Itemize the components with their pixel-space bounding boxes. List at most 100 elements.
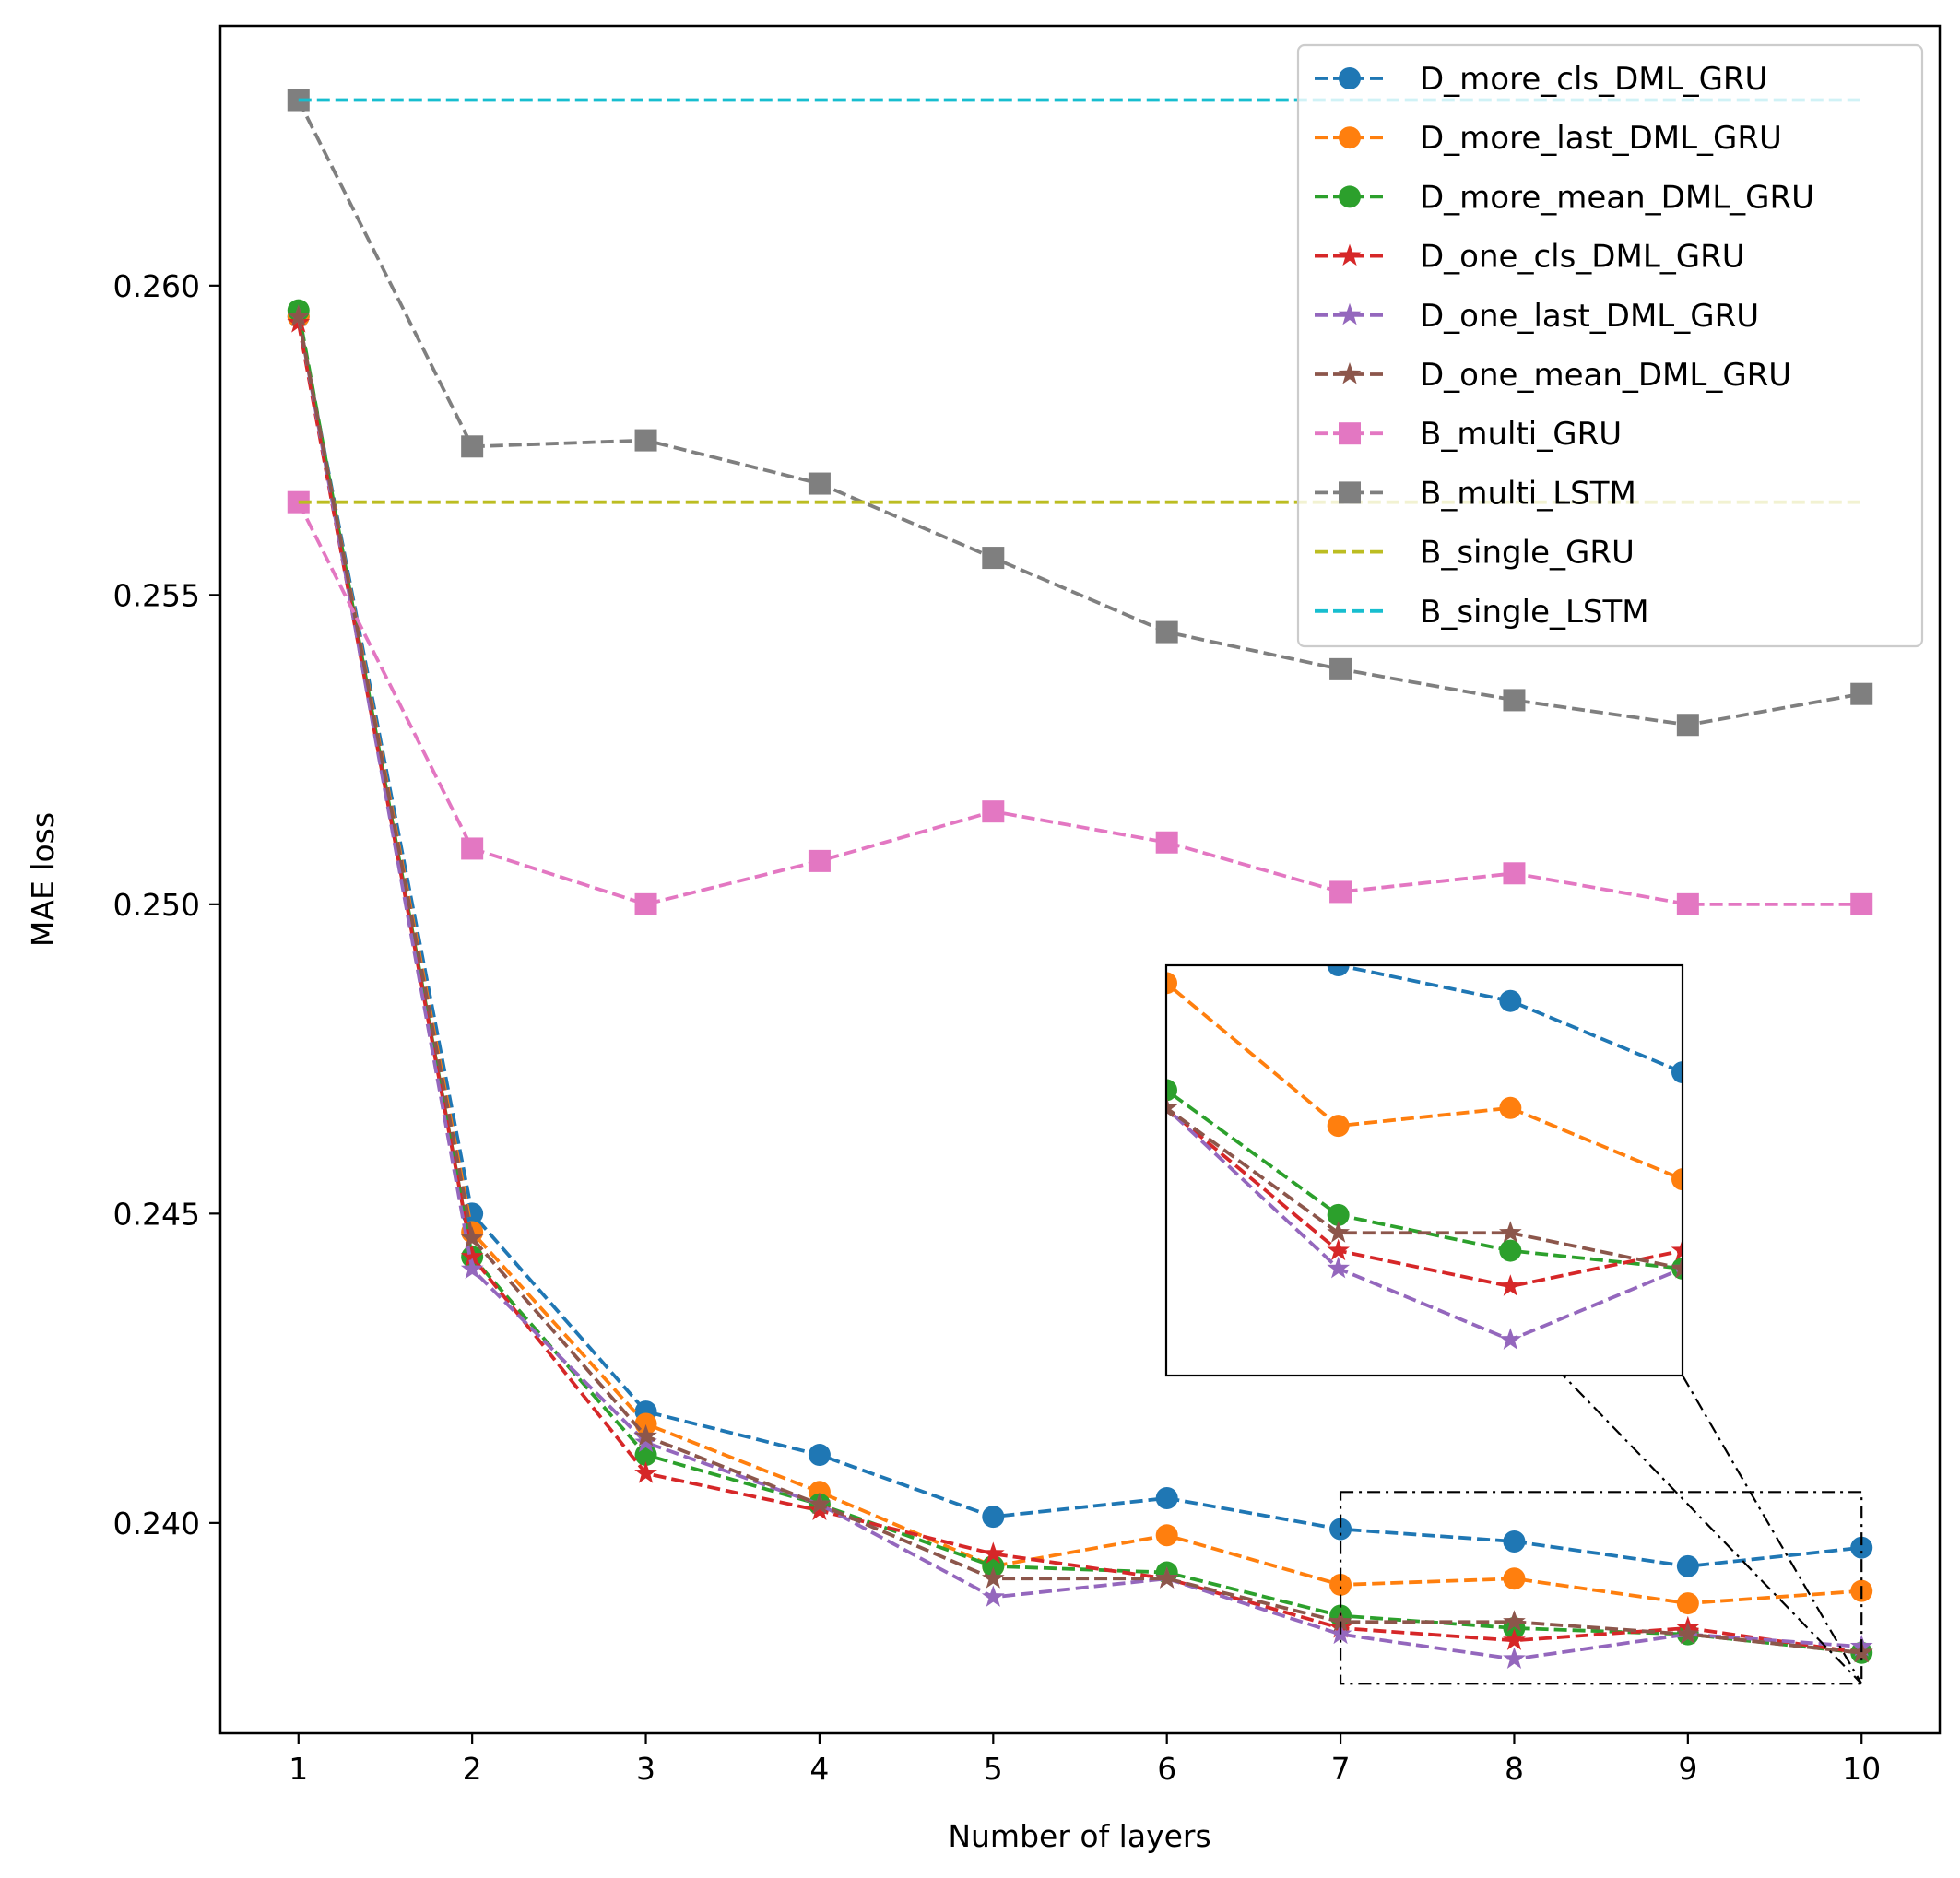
legend-entry-b-single-gru: B_single_GRU [1315,535,1635,572]
series-b-multi-gru [287,490,1873,915]
inset-series-d-one-cls-dml-gru-line [1166,1105,1683,1289]
series-b-multi-gru-point [1329,880,1352,904]
legend-swatch-marker [1338,302,1362,325]
series-b-multi-lstm-point [1329,657,1352,680]
inset-series-d-one-mean-dml-gru-point [1498,1221,1522,1243]
inset-series-d-more-mean-dml-gru-point [1166,1079,1177,1102]
inset-series-d-one-last-dml-gru-point [1327,1256,1351,1279]
inset-series-d-more-mean-dml-gru-line [1166,1088,1683,1270]
series-d-more-last-dml-gru-point [1503,1567,1526,1590]
inset-series-d-more-mean-dml-gru-point [1327,1203,1350,1226]
series-b-multi-lstm-point [634,429,657,452]
inset-series-d-more-cls-dml-gru-point [1327,965,1350,976]
legend-label: B_single_GRU [1420,535,1635,572]
legend-entry-b-single-lstm: B_single_LSTM [1315,594,1649,631]
y-tick-label: 0.240 [113,1506,200,1541]
series-d-one-cls-dml-gru-point [1503,1628,1526,1650]
series-d-more-cls-dml-gru-point [1676,1554,1699,1577]
series-b-multi-lstm-point [1155,620,1178,644]
inset-series-d-more-last-dml-gru-point [1327,1115,1350,1138]
inset-series-d-one-mean-dml-gru-point [1327,1221,1351,1243]
series-d-more-last-dml-gru-point [1155,1524,1178,1547]
x-axis-title: Number of layers [948,1818,1210,1854]
inset-series-d-one-last-dml-gru-point [1498,1328,1522,1350]
series-d-one-cls-dml-gru-point [460,1245,484,1267]
series-d-one-cls-dml-gru-point [981,1541,1005,1564]
series-d-one-mean-dml-gru-line [296,316,1862,1655]
inset-series-layer [1166,965,1683,1350]
plot-frame [218,24,1942,1735]
inset-series-d-more-last-dml-gru-point [1166,972,1177,995]
series-b-multi-lstm-point [982,547,1005,570]
legend-swatch-marker [1338,243,1362,266]
legend-entry-d-one-mean-dml-gru: D_one_mean_DML_GRU [1315,357,1791,394]
inset-series-d-one-mean-dml-gru-point [1166,1095,1178,1118]
x-tick-label: 10 [1842,1751,1881,1787]
series-d-one-mean-dml-gru-point [1155,1566,1179,1589]
legend-swatch-marker [1339,481,1361,504]
y-tick-label: 0.250 [113,887,200,923]
inset-series-d-more-cls-dml-gru-point [1499,989,1522,1012]
legend-entry-d-one-last-dml-gru: D_one_last_DML_GRU [1315,298,1759,335]
series-b-multi-gru-point [1676,892,1699,915]
series-b-multi-lstm-point [1503,689,1526,712]
series-d-one-mean-dml-gru-point [634,1423,657,1447]
series-d-more-last-dml-gru-point [1676,1592,1699,1615]
legend-swatch-marker [1339,422,1361,445]
series-b-multi-lstm-line [297,99,1862,727]
series-d-one-cls-dml-gru-point [634,1461,657,1483]
legend-entry-d-more-mean-dml-gru: D_more_mean_DML_GRU [1315,179,1814,216]
x-tick-label: 7 [1331,1751,1351,1787]
legend-entry-d-one-cls-dml-gru: D_one_cls_DML_GRU [1315,239,1745,276]
y-tick-label: 0.255 [113,577,200,613]
zoom-connector-right [1682,1375,1863,1684]
series-d-one-last-dml-gru-point [981,1585,1005,1607]
series-b-multi-lstm-point [461,435,484,458]
series-b-multi-gru-point [634,892,657,915]
series-d-more-cls-dml-gru-point [808,1444,831,1467]
legend-label: B_multi_GRU [1420,416,1622,453]
x-tick-label: 8 [1505,1751,1524,1787]
inset-series-d-more-last-dml-gru-point [1499,1096,1522,1119]
series-d-more-last-dml-gru-line [296,316,1862,1605]
series-d-one-cls-dml-gru-line [296,322,1862,1655]
series-d-more-cls-dml-gru-point [1503,1530,1526,1553]
series-d-more-cls-dml-gru-line [296,316,1862,1568]
inset-series-d-one-mean-dml-gru [1166,1095,1683,1279]
series-d-one-last-dml-gru-point [634,1430,657,1453]
legend-box [1296,43,1924,648]
series-d-one-mean-dml-gru [287,304,1873,1663]
legend-swatch-marker [1338,362,1362,384]
series-d-one-last-dml-gru-point [1503,1647,1526,1669]
legend-label: D_one_cls_DML_GRU [1420,239,1745,276]
legend-label: B_single_LSTM [1420,594,1649,631]
y-axis-title: MAE loss [25,812,61,947]
inset-background [1166,965,1683,1376]
legend-label: D_more_last_DML_GRU [1420,120,1782,157]
series-b-multi-lstm-point [808,472,831,495]
series-b-multi-gru-point [808,849,831,872]
legend-swatch-marker [1339,126,1361,149]
legend-label: B_multi_LSTM [1420,475,1636,512]
series-d-one-mean-dml-gru-point [460,1226,484,1248]
inset-series-d-one-cls-dml-gru-point [1498,1274,1522,1296]
inset-series-d-one-cls-dml-gru-point [1671,1238,1683,1261]
legend-label: D_more_mean_DML_GRU [1420,179,1814,216]
series-d-more-last-dml-gru-point [1329,1573,1352,1596]
series-b-multi-lstm-point [1676,714,1699,737]
legend-label: D_more_cls_DML_GRU [1420,61,1767,98]
series-b-multi-gru-point [982,800,1005,823]
inset-series-d-one-last-dml-gru-line [1166,1105,1683,1342]
inset-series-d-one-mean-dml-gru-point [1671,1256,1683,1279]
series-b-multi-gru-point [1850,892,1873,915]
inset-series-d-more-last-dml-gru-line [1166,981,1683,1182]
legend-entry-d-more-last-dml-gru: D_more_last_DML_GRU [1315,120,1782,157]
series-b-multi-lstm-point [1850,682,1873,705]
series-b-multi-gru-point [461,837,484,860]
series-b-multi-gru-line [297,501,1862,906]
series-d-one-mean-dml-gru-point [287,304,311,326]
inset-series-d-more-mean-dml-gru-point [1499,1239,1522,1262]
y-axis: 0.240 0.245 0.250 0.255 0.260 [113,268,220,1541]
series-d-more-cls-dml-gru-point [1155,1487,1178,1510]
series-d-one-last-dml-gru-point [460,1257,484,1280]
